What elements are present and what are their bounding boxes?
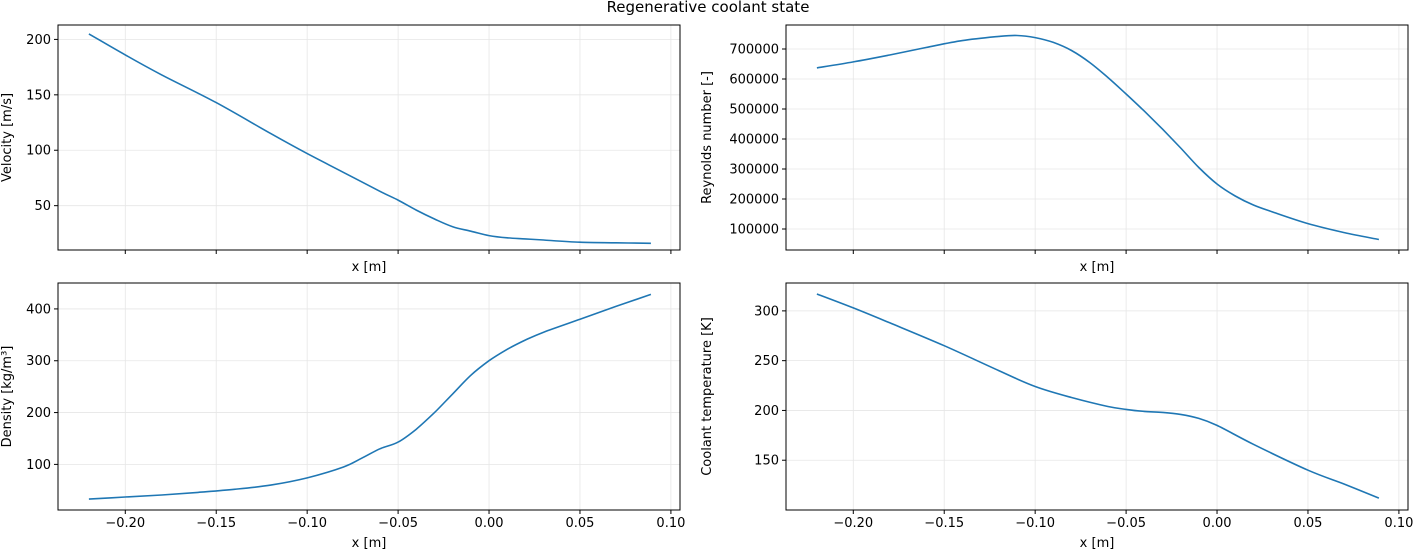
velocity-chart-data-line <box>88 33 651 245</box>
reynolds-chart-frame <box>785 24 1409 251</box>
temperature-chart-x-tick-label: −0.05 <box>1106 516 1146 531</box>
density-chart-x-tick-label: 0.05 <box>565 516 594 531</box>
density-chart-frame <box>57 282 681 511</box>
reynolds-chart-x-axis-label: x [m] <box>1080 260 1115 275</box>
temperature-chart-x-tick-label: −0.20 <box>833 516 873 531</box>
density-chart-y-axis-label: Density [kg/m³] <box>0 346 15 448</box>
temperature-chart-x-tick-label: 0.10 <box>1384 516 1413 531</box>
velocity-chart-y-tick-label: 150 <box>26 88 51 103</box>
velocity-chart-x-axis-label: x [m] <box>352 260 387 275</box>
reynolds-chart-y-tick-label: 600000 <box>729 73 779 88</box>
temperature-chart: −0.20 −0.15 −0.10 −0.05 0.00 0.05 0.10 150 200 25… <box>700 282 1413 551</box>
velocity-chart-frame <box>57 24 681 251</box>
reynolds-chart-y-tick-label: 400000 <box>729 133 779 148</box>
density-chart-x-axis-label: x [m] <box>352 536 387 551</box>
density-chart-x-tick-label: 0.00 <box>475 516 504 531</box>
figure-title: Regenerative coolant state <box>607 0 810 16</box>
density-chart-x-tick-label: −0.15 <box>196 516 236 531</box>
reynolds-chart-y-tick-label: 100000 <box>729 223 779 238</box>
density-chart-y-tick-label: 300 <box>26 354 51 369</box>
temperature-chart-x-tick-label: 0.00 <box>1203 516 1232 531</box>
temperature-chart-y-axis-label: Coolant temperature [K] <box>700 317 715 476</box>
velocity-chart-y-tick-label: 50 <box>34 199 51 214</box>
reynolds-chart-y-tick-label: 500000 <box>729 103 779 118</box>
reynolds-chart-y-axis-label: Reynolds number [-] <box>700 71 715 204</box>
density-chart-y-tick-label: 200 <box>26 406 51 421</box>
density-chart: −0.20 −0.15 −0.10 −0.05 0.00 0.05 0.10 100 200 30… <box>0 282 685 551</box>
temperature-chart-y-tick-label: 250 <box>754 354 779 369</box>
temperature-chart-x-tick-label: −0.10 <box>1015 516 1055 531</box>
density-chart-data-line <box>88 293 652 500</box>
temperature-chart-x-tick-label: 0.05 <box>1293 516 1322 531</box>
temperature-chart-data-line <box>816 293 1380 499</box>
temperature-chart-y-tick-label: 300 <box>754 304 779 319</box>
temperature-chart-frame <box>785 282 1409 511</box>
reynolds-chart-y-tick-label: 200000 <box>729 193 779 208</box>
temperature-chart-y-tick-label: 200 <box>754 404 779 419</box>
reynolds-chart-y-tick-label: 700000 <box>729 43 779 58</box>
reynolds-chart-y-tick-label: 300000 <box>729 163 779 178</box>
temperature-chart-y-tick-label: 150 <box>754 454 779 469</box>
reynolds-chart-data-line <box>816 34 1380 241</box>
velocity-chart-y-tick-label: 200 <box>26 33 51 48</box>
density-chart-x-tick-label: 0.10 <box>656 516 685 531</box>
velocity-chart: 50 100 150 200 Velocity [m/s] x [m] <box>0 24 681 275</box>
density-chart-y-tick-label: 100 <box>26 458 51 473</box>
density-chart-x-tick-label: −0.10 <box>287 516 327 531</box>
velocity-chart-y-axis-label: Velocity [m/s] <box>0 93 15 182</box>
density-chart-x-tick-label: −0.05 <box>378 516 418 531</box>
density-chart-y-tick-label: 400 <box>26 302 51 317</box>
temperature-chart-x-axis-label: x [m] <box>1080 536 1115 551</box>
temperature-chart-x-tick-label: −0.15 <box>924 516 964 531</box>
reynolds-chart: 100000 200000 300000 400000 500000 600000 7000… <box>700 24 1409 275</box>
density-chart-x-tick-label: −0.20 <box>105 516 145 531</box>
velocity-chart-y-tick-label: 100 <box>26 144 51 159</box>
